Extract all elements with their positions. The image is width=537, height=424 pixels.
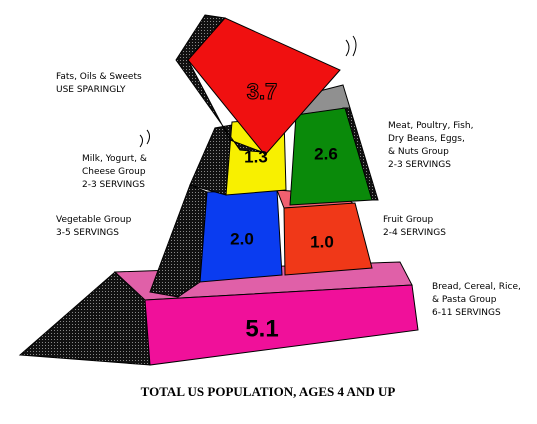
value: 1.0 [310,232,334,251]
caption: TOTAL US POPULATION, AGES 4 AND UP [141,384,396,399]
vegetable-side [150,185,207,297]
servings: USE SPARINGLY [56,85,126,95]
group-label: Meat, Poultry, Fish, [388,121,473,131]
value: 2.0 [230,229,254,248]
servings: 2-4 SERVINGS [383,228,446,238]
group-label: Fats, Oils & Sweets [56,72,142,82]
milk-side [190,125,232,195]
value: 1.3 [244,147,268,166]
group-label: & Pasta Group [432,295,497,305]
value: 3.7 [247,79,278,104]
servings: 6-11 SERVINGS [432,308,501,318]
servings: 3-5 SERVINGS [56,228,119,238]
value: 2.6 [314,144,338,163]
group-label: Fruit Group [383,215,434,225]
servings: 2-3 SERVINGS [388,160,451,170]
group-label: Bread, Cereal, Rice, [432,282,521,292]
group-label: Dry Beans, Eggs, [388,134,465,144]
group-label: Cheese Group [82,167,146,177]
group-label: & Nuts Group [388,147,449,157]
servings: 2-3 SERVINGS [82,180,145,190]
value: 5.1 [245,315,278,342]
group-label: Milk, Yogurt, & [82,154,147,164]
food-pyramid: 3.7 2.6 1.3 2.0 1.0 5.1 Fats, Oils & Swe… [0,0,537,424]
group-label: Vegetable Group [56,215,132,225]
